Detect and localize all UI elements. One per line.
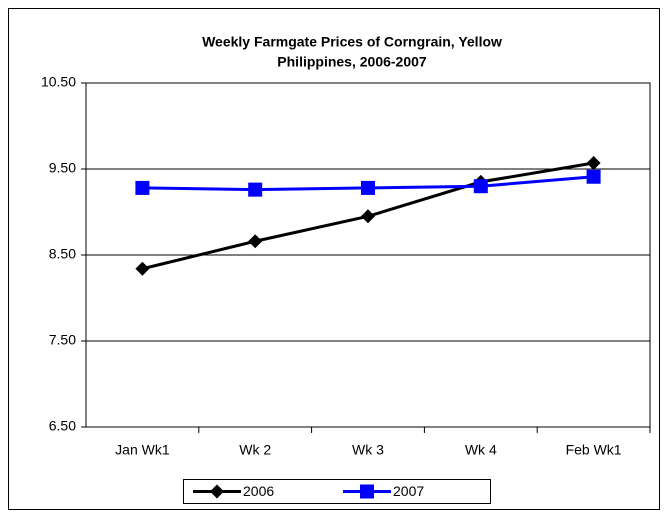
y-tick-label: 6.50	[49, 418, 76, 434]
legend-marker	[210, 484, 224, 499]
data-point	[135, 180, 150, 195]
x-tick-label: Jan Wk1	[115, 442, 170, 458]
chart-title: Weekly Farmgate Prices of Corngrain, Yel…	[202, 34, 502, 50]
y-tick-label: 8.50	[49, 246, 76, 262]
data-point	[586, 169, 601, 184]
data-point	[473, 179, 488, 194]
legend-label: 2006	[243, 483, 274, 499]
x-tick-label: Feb Wk1	[566, 442, 622, 458]
data-point	[361, 180, 375, 195]
data-point	[361, 209, 375, 224]
chart-subtitle: Philippines, 2006-2007	[277, 54, 427, 70]
x-tick-label: Wk 4	[465, 442, 497, 458]
legend-marker	[360, 484, 374, 499]
y-tick-label: 9.50	[49, 160, 76, 176]
y-tick-label: 10.50	[41, 74, 76, 90]
data-point	[248, 182, 263, 197]
legend-label: 2007	[393, 483, 424, 499]
chart-border	[8, 8, 660, 510]
data-point	[586, 155, 601, 170]
y-tick-label: 7.50	[49, 332, 76, 348]
data-point	[248, 234, 263, 249]
plot-border	[85, 82, 651, 428]
x-tick-label: Wk 3	[352, 442, 384, 458]
x-tick-label: Wk 2	[239, 442, 271, 458]
data-point	[135, 261, 150, 276]
